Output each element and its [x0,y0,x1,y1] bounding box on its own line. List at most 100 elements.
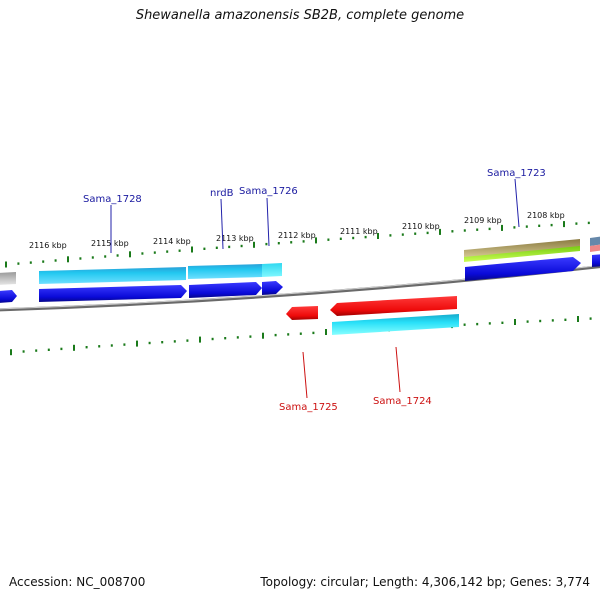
minor-tick [476,228,479,231]
minor-tick [203,247,206,250]
major-tick [5,261,7,268]
gene-label-sama-1726[interactable]: Sama_1726 [239,186,298,197]
accession-text: Accession: NC_008700 [9,575,146,589]
ruler-labels: 2116 kbp 2115 kbp 2114 kbp 2113 kbp 2112… [29,211,565,250]
major-tick [514,319,516,325]
minor-tick [35,349,38,352]
major-tick [439,228,441,235]
minor-tick [22,350,25,353]
minor-tick [302,240,305,243]
gene-label-sama-1728[interactable]: Sama_1728 [83,194,142,205]
gene-feature[interactable] [262,263,282,277]
minor-tick [451,230,454,233]
gene-feature[interactable] [0,290,17,303]
reverse-gene-labels: Sama_1725 Sama_1724 [279,396,432,413]
major-tick [563,221,565,228]
minor-tick [116,254,119,257]
minor-tick [426,231,429,235]
gene-feature[interactable] [332,314,459,335]
minor-tick [29,261,32,264]
tick-label-2112: 2112 kbp [278,231,316,240]
minor-tick [274,333,277,337]
minor-tick [277,242,280,245]
major-tick [253,241,255,248]
gene-feature[interactable] [592,254,600,267]
major-tick [136,340,138,347]
minor-tick [287,333,290,336]
gene-label-sama-1725[interactable]: Sama_1725 [279,402,338,413]
gene-feature[interactable] [286,306,318,320]
minor-tick [539,319,542,323]
minor-tick [389,234,392,237]
minor-tick [265,242,268,246]
forward-gene-labels: Sama_1728 nrdB Sama_1726 Sama_1723 [83,168,546,205]
minor-tick [249,335,252,338]
minor-tick [123,343,126,346]
reverse-label-leaders [302,346,401,399]
minor-tick [47,348,50,351]
minor-tick [228,245,231,249]
minor-tick [551,319,554,322]
tick-label-2111: 2111 kbp [340,227,378,236]
gene-feature[interactable] [464,239,580,258]
forward-gene-row-upper [0,236,600,285]
minor-tick [98,345,101,348]
major-tick [10,349,12,356]
minor-tick [327,238,330,241]
minor-tick [236,336,239,339]
minor-tick [215,246,218,249]
tick-label-2109: 2109 kbp [464,216,502,225]
minor-tick [463,323,466,326]
major-tick [501,224,503,231]
minor-tick [463,229,466,232]
major-tick [377,233,379,239]
major-tick [577,316,579,322]
minor-tick [414,232,417,235]
minor-tick [488,227,491,231]
minor-tick [550,223,553,227]
gene-feature[interactable] [465,257,581,281]
forward-label-leaders [110,178,520,253]
tick-label-2113: 2113 kbp [216,234,254,243]
minor-tick [501,321,504,324]
gene-feature[interactable] [330,296,457,316]
minor-tick [290,241,293,244]
major-tick [73,344,75,351]
gene-feature[interactable] [590,244,600,252]
forward-gene-row-lower [0,254,600,303]
gene-label-nrdb[interactable]: nrdB [210,188,234,199]
minor-tick [60,347,63,351]
inner-tick-track [10,316,592,356]
genome-summary-text: Topology: circular; Length: 4,306,142 bp… [260,575,590,589]
gene-feature[interactable] [39,267,186,284]
gene-feature[interactable] [590,236,600,246]
minor-tick [153,251,156,254]
major-tick [325,329,327,335]
gene-label-sama-1724[interactable]: Sama_1724 [373,396,432,407]
minor-tick [240,244,243,248]
tick-label-2110: 2110 kbp [402,222,440,231]
minor-tick [161,341,164,344]
minor-tick [178,249,181,252]
minor-tick [224,337,227,340]
gene-feature[interactable] [189,282,262,298]
tick-label-2116: 2116 kbp [29,241,67,250]
minor-tick [587,221,590,225]
gene-feature[interactable] [464,246,580,262]
gene-feature[interactable] [188,264,262,279]
minor-tick [85,346,88,349]
minor-tick [525,225,528,228]
minor-tick [589,317,592,320]
gene-feature[interactable] [0,272,16,285]
reverse-gene-row [286,296,459,335]
gene-label-sama-1723[interactable]: Sama_1723 [487,168,546,179]
minor-tick [526,320,529,323]
major-tick [199,336,201,343]
minor-tick [538,224,541,227]
gene-feature[interactable] [39,285,187,302]
minor-tick [364,235,367,239]
major-tick [191,246,193,253]
minor-tick [17,262,20,265]
gene-feature[interactable] [262,281,283,295]
